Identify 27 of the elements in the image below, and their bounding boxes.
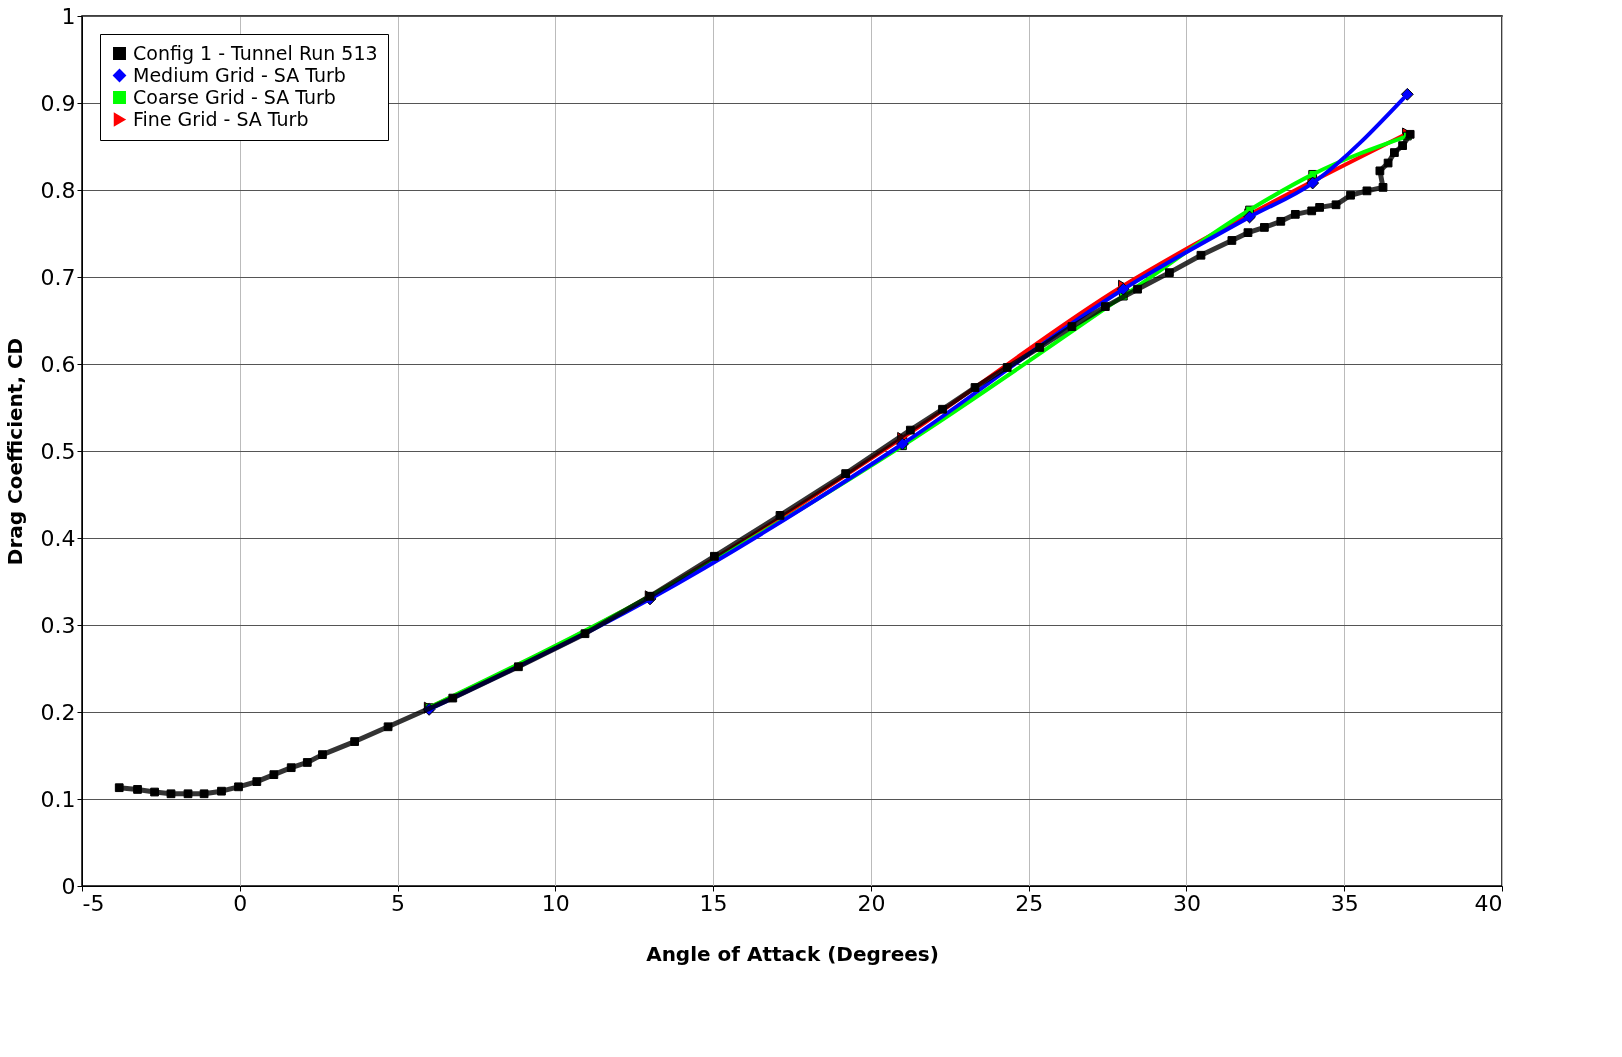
y-tick-label: 0 bbox=[61, 873, 76, 899]
y-tick-label: 0.9 bbox=[40, 90, 76, 116]
x-tick-label: 20 bbox=[857, 890, 886, 916]
y-tick-label: 0.2 bbox=[40, 699, 76, 725]
x-tick-label: 0 bbox=[233, 890, 248, 916]
x-tick-label: 40 bbox=[1474, 890, 1503, 916]
x-tick-label: 5 bbox=[391, 890, 406, 916]
legend-label: Coarse Grid - SA Turb bbox=[133, 85, 336, 108]
y-tick-label: 0.4 bbox=[40, 525, 76, 551]
x-tick-label: 30 bbox=[1172, 890, 1201, 916]
y-tick-label: 0.5 bbox=[40, 438, 76, 464]
y-tick-label: 1 bbox=[61, 3, 76, 29]
y-tick-label: 0.7 bbox=[40, 264, 76, 290]
y-tick-label: 0.3 bbox=[40, 612, 76, 638]
y-tick-label: 0.1 bbox=[40, 786, 76, 812]
y-tick-label: 0.6 bbox=[40, 351, 76, 377]
x-tick-label: 10 bbox=[541, 890, 570, 916]
legend-label: Config 1 - Tunnel Run 513 bbox=[133, 41, 378, 64]
legend-label: Medium Grid - SA Turb bbox=[133, 63, 346, 86]
y-axis-title: Drag Coefficient, CD bbox=[2, 337, 27, 566]
y-tick-label: 0.8 bbox=[40, 177, 76, 203]
x-axis-title: Angle of Attack (Degrees) bbox=[646, 941, 939, 966]
x-tick-label: 35 bbox=[1330, 890, 1359, 916]
x-tick-label: 15 bbox=[699, 890, 728, 916]
x-tick-label: 25 bbox=[1015, 890, 1044, 916]
legend-label: Fine Grid - SA Turb bbox=[133, 107, 309, 130]
x-tick-label: -5 bbox=[82, 890, 105, 916]
